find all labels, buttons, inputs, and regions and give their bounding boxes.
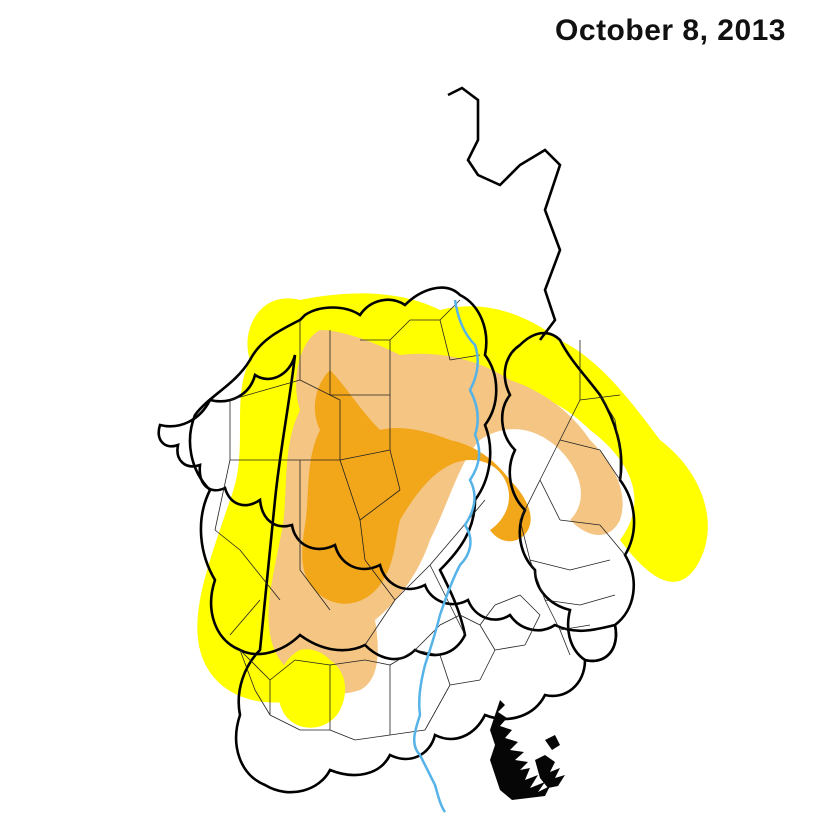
marsh-wetlands-southeast-louisiana	[490, 700, 565, 800]
map-svg	[0, 0, 816, 816]
state-boundary-missouri	[448, 88, 560, 340]
drought-map-container: October 8, 2013	[0, 0, 816, 816]
